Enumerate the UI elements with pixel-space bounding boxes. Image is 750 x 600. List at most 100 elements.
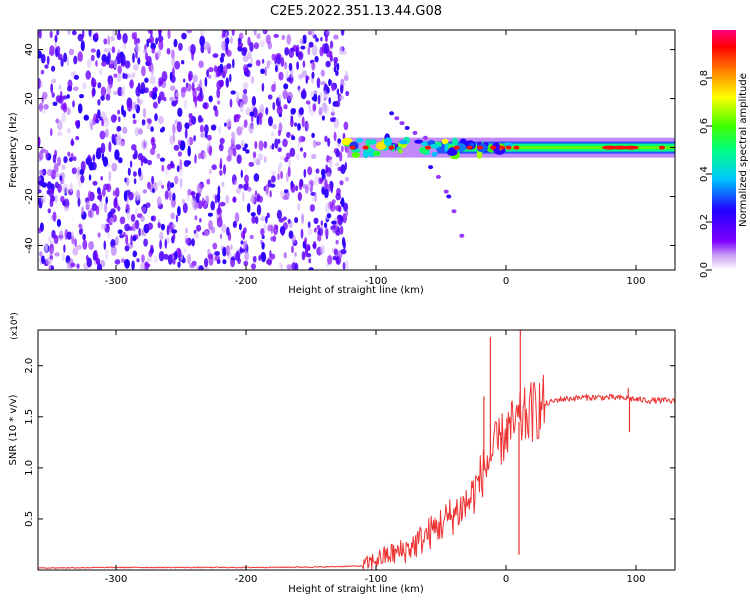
noise-speckle: [63, 244, 66, 253]
noise-speckle: [175, 92, 180, 98]
noise-speckle: [219, 201, 226, 207]
noise-speckle: [342, 262, 346, 270]
noise-speckle: [173, 38, 178, 48]
noise-speckle: [174, 250, 178, 260]
noise-speckle: [250, 263, 257, 270]
noise-speckle: [173, 144, 180, 151]
noise-speckle: [71, 231, 74, 239]
noise-speckle: [194, 203, 199, 209]
noise-speckle: [343, 202, 349, 212]
noise-speckle: [148, 249, 153, 258]
noise-speckle: [80, 160, 86, 172]
noise-speckle: [294, 252, 297, 257]
noise-speckle: [304, 184, 309, 194]
noise-speckle: [202, 102, 208, 109]
noise-speckle: [331, 199, 336, 205]
signal-blob: [504, 142, 514, 148]
noise-speckle: [252, 151, 257, 159]
signal-peak: [349, 145, 356, 150]
noise-speckle: [243, 227, 247, 234]
noise-speckle: [316, 224, 321, 231]
noise-speckle: [199, 124, 204, 133]
noise-speckle: [82, 82, 87, 90]
noise-speckle: [295, 185, 298, 192]
noise-speckle: [133, 178, 137, 185]
noise-speckle: [261, 58, 265, 64]
noise-speckle: [186, 137, 191, 148]
noise-speckle: [135, 208, 138, 215]
noise-speckle: [132, 223, 136, 232]
noise-speckle: [292, 256, 296, 264]
noise-speckle: [306, 76, 310, 81]
noise-speckle: [254, 190, 258, 196]
noise-speckle: [157, 35, 164, 43]
noise-speckle: [232, 58, 235, 69]
noise-speckle: [324, 178, 328, 190]
noise-speckle: [50, 128, 53, 137]
noise-speckle: [137, 191, 141, 201]
noise-speckle: [128, 191, 134, 201]
noise-speckle: [44, 64, 49, 69]
noise-speckle: [147, 159, 153, 166]
noise-speckle: [122, 72, 126, 80]
noise-speckle: [153, 86, 158, 94]
noise-speckle: [301, 116, 305, 128]
noise-speckle: [85, 200, 91, 210]
noise-speckle: [47, 236, 53, 244]
noise-speckle: [107, 162, 111, 168]
noise-speckle: [153, 255, 159, 263]
noise-speckle: [87, 210, 92, 218]
noise-speckle: [200, 30, 204, 38]
noise-speckle: [224, 122, 227, 127]
noise-speckle: [58, 84, 62, 91]
noise-speckle: [331, 106, 335, 115]
noise-speckle: [141, 139, 148, 150]
noise-speckle: [136, 258, 140, 263]
noise-speckle: [136, 97, 140, 103]
noise-speckle: [41, 182, 48, 188]
noise-speckle: [297, 88, 302, 94]
noise-speckle: [275, 64, 278, 73]
noise-speckle: [345, 90, 350, 97]
snr-frame: [37, 329, 676, 571]
noise-speckle: [240, 140, 245, 149]
noise-speckle: [95, 60, 98, 67]
noise-speckle: [60, 195, 65, 203]
signal-blob: [398, 139, 408, 145]
noise-speckle: [109, 217, 114, 223]
heatmap-y-tick-label: -40: [24, 237, 35, 253]
noise-speckle: [103, 240, 107, 250]
noise-speckle: [166, 225, 170, 236]
noise-speckle: [326, 156, 333, 161]
heatmap-frame: [37, 29, 676, 271]
snr-x-tick-label: -200: [235, 574, 258, 585]
noise-speckle: [119, 216, 126, 225]
noise-speckle: [320, 81, 327, 86]
snr-y-tick-label: 2.0: [24, 358, 35, 374]
noise-speckle: [163, 253, 169, 260]
noise-speckle: [298, 181, 303, 191]
noise-speckle: [290, 183, 296, 193]
noise-speckle: [250, 212, 256, 217]
noise-speckle: [325, 30, 330, 36]
noise-speckle: [238, 32, 244, 40]
noise-speckle: [205, 131, 208, 139]
noise-speckle: [341, 145, 344, 153]
noise-speckle: [283, 252, 287, 259]
noise-speckle: [79, 94, 84, 99]
noise-speckle: [114, 236, 119, 246]
noise-speckle: [143, 158, 148, 164]
noise-speckle: [191, 82, 195, 92]
noise-speckle: [138, 128, 143, 135]
noise-speckle: [71, 30, 77, 36]
noise-speckle: [324, 188, 329, 199]
heatmap-y-tick-label: 0: [24, 144, 35, 150]
noise-speckle: [300, 45, 306, 50]
noise-speckle: [265, 215, 268, 224]
noise-speckle: [117, 205, 121, 212]
noise-speckle: [56, 218, 62, 227]
noise-speckle: [112, 190, 116, 197]
noise-speckle: [263, 223, 267, 233]
noise-speckle: [141, 206, 147, 213]
noise-speckle: [78, 228, 83, 235]
